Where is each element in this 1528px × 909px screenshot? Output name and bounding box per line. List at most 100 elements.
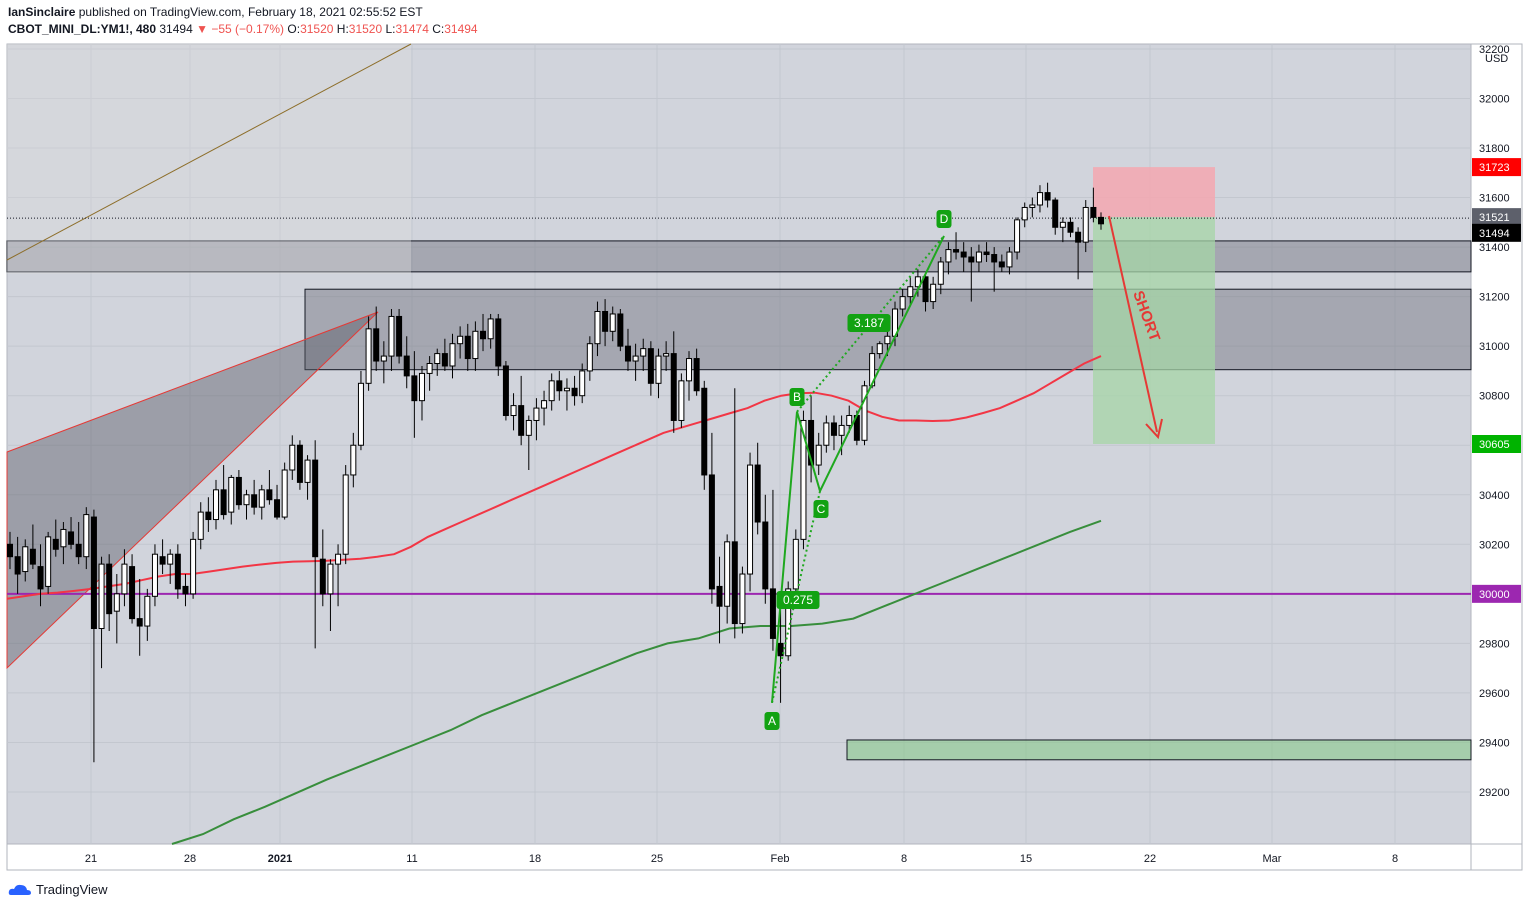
candle-body xyxy=(708,474,715,590)
candle-body xyxy=(960,251,967,258)
price-badge: 31494 xyxy=(1479,228,1510,240)
price-badge: 30000 xyxy=(1479,589,1510,601)
ratio-label-xb-bg xyxy=(776,591,820,609)
y-tick-label: 31800 xyxy=(1479,143,1510,155)
candle-body xyxy=(235,476,242,506)
y-tick-label: 29400 xyxy=(1479,737,1510,749)
candle-body xyxy=(106,563,113,615)
candle-body xyxy=(800,419,807,540)
candle-body xyxy=(228,476,235,513)
candle-body xyxy=(151,553,158,597)
x-tick-label: 11 xyxy=(406,853,417,865)
candle-body xyxy=(129,566,136,620)
candle-body xyxy=(541,400,548,409)
x-tick-label: 8 xyxy=(901,853,907,865)
ema-slow-line xyxy=(171,519,1102,845)
x-tick-label: 25 xyxy=(651,853,663,865)
ratio-label-bd-bg xyxy=(847,314,891,332)
y-tick-label: 31400 xyxy=(1479,242,1510,254)
time-axis xyxy=(6,843,1472,871)
point-label-c-bg xyxy=(813,500,829,518)
candle-body xyxy=(579,370,586,397)
stop-loss-zone xyxy=(1093,167,1215,218)
candle-body xyxy=(510,405,517,417)
candle-body xyxy=(953,249,960,253)
y-tick-label: 30800 xyxy=(1479,391,1510,403)
price-badge-bg xyxy=(1472,158,1521,177)
candle-body xyxy=(220,489,227,516)
author-name[interactable]: IanSinclaire xyxy=(8,5,76,19)
candle-body xyxy=(716,585,723,607)
close-label: C: xyxy=(432,22,445,36)
ohlc-header: CBOT_MINI_DL:YM1!, 480 31494 ▼ −55 (−0.1… xyxy=(8,22,478,36)
candle-body xyxy=(815,444,822,466)
candle-body xyxy=(403,355,410,377)
candle-body xyxy=(380,355,387,362)
candle-body xyxy=(190,538,197,595)
candle-body xyxy=(861,385,868,441)
candle-body xyxy=(769,588,776,639)
candle-body xyxy=(655,355,662,384)
y-tick-label: 31000 xyxy=(1479,341,1510,353)
candle-body xyxy=(388,315,395,357)
candle-body xyxy=(342,474,349,555)
point-label-c: C xyxy=(817,502,826,516)
currency-label: USD xyxy=(1485,53,1508,65)
candle-body xyxy=(251,494,258,508)
candle-body xyxy=(922,276,929,303)
candle-body xyxy=(525,419,532,436)
harmonic-legs xyxy=(771,235,945,703)
candle-body xyxy=(968,256,975,263)
axis-corner xyxy=(1470,843,1523,871)
candle-body xyxy=(518,405,525,436)
y-tick-label: 29200 xyxy=(1479,787,1510,799)
candle-body xyxy=(411,375,418,402)
candle-body xyxy=(762,521,769,590)
candle-body xyxy=(884,335,891,345)
x-tick-label: 8 xyxy=(1392,853,1398,865)
candle-body xyxy=(1052,199,1059,228)
price-chart[interactable]: 2920029400296002980030000302003040030600… xyxy=(0,0,1528,875)
candle-body xyxy=(663,353,670,357)
candle-body xyxy=(983,251,990,256)
candle-body xyxy=(327,563,334,595)
candle-body xyxy=(29,548,36,565)
last-price: 31494 xyxy=(159,22,193,36)
candle-body xyxy=(136,618,143,627)
candle-body xyxy=(731,541,738,625)
candle-body xyxy=(487,318,494,340)
candle-body xyxy=(441,353,448,367)
open-value: 31520 xyxy=(300,22,334,36)
x-tick-label: 28 xyxy=(184,853,196,865)
candle-body xyxy=(823,422,830,446)
shaded-area xyxy=(7,44,411,274)
candle-body xyxy=(418,372,425,402)
x-tick-label: 2021 xyxy=(268,853,292,865)
candle-body xyxy=(14,556,21,575)
candle-body xyxy=(1036,192,1043,206)
candle-body xyxy=(365,328,372,384)
candle-body xyxy=(1006,251,1013,268)
candle-body xyxy=(1059,221,1066,228)
candle-body xyxy=(777,642,784,657)
point-label-d: D xyxy=(940,212,949,226)
tradingview-logo[interactable]: TradingView xyxy=(8,882,108,897)
candle-body xyxy=(434,353,441,365)
candle-body xyxy=(396,315,403,357)
candle-body xyxy=(670,353,677,421)
candle-body xyxy=(350,444,357,476)
candle-body xyxy=(678,380,685,421)
price-badge: 30605 xyxy=(1479,439,1510,451)
x-tick-label: 18 xyxy=(529,853,541,865)
price-badge-bg xyxy=(1472,223,1521,242)
candle-body xyxy=(632,355,639,362)
candle-body xyxy=(113,593,120,612)
x-tick-label: Mar xyxy=(1263,853,1282,865)
point-label-a: A xyxy=(768,714,776,728)
candle-body xyxy=(830,422,837,436)
candle-body xyxy=(1021,206,1028,221)
candle-body xyxy=(624,345,631,362)
ratio-label-bd: 3.187 xyxy=(854,316,884,330)
candle-body xyxy=(144,595,151,627)
candle-body xyxy=(502,365,509,417)
